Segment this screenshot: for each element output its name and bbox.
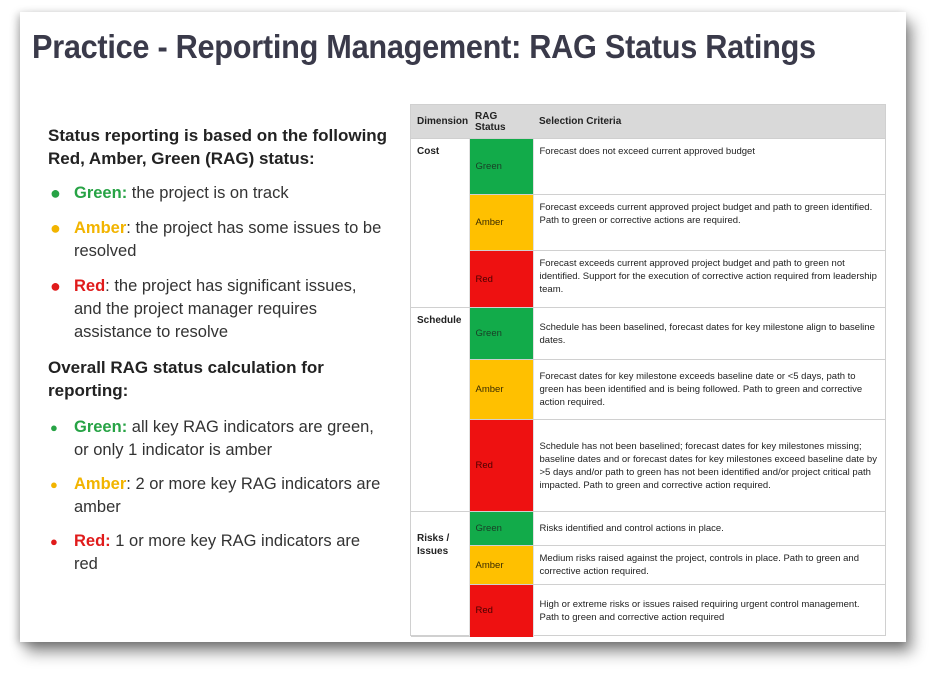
dimension-cell: Schedule — [411, 307, 470, 512]
bullet-dot-icon: ● — [50, 276, 61, 296]
bullet-separator: : — [126, 219, 131, 237]
intro-text: Status reporting is based on the followi… — [48, 126, 388, 168]
left-panel: Status reporting is based on the followi… — [48, 124, 388, 587]
bullet-separator: : — [105, 532, 111, 550]
table-row: Amber Forecast exceeds current approved … — [411, 194, 885, 251]
header-rag-status: RAG Status — [469, 105, 533, 139]
rag-criteria-table: Dimension RAG Status Selection Criteria … — [410, 104, 886, 637]
overall-heading: Overall RAG status calculation for repor… — [48, 358, 324, 400]
bullet-text: the project is on track — [127, 184, 289, 202]
status-cell-amber: Amber — [469, 545, 533, 585]
table-header-row: Dimension RAG Status Selection Criteria — [411, 105, 885, 139]
status-cell-green: Green — [469, 511, 533, 546]
status-bullet-amber: ● Amber: the project has some issues to … — [48, 217, 388, 263]
dimension-cell: Risks / Issues — [411, 511, 470, 637]
overall-bullet-amber: ● Amber: 2 or more key RAG indicators ar… — [48, 473, 388, 519]
status-cell-red: Red — [469, 584, 533, 637]
criteria-cell: Forecast exceeds current approved projec… — [532, 250, 885, 308]
bullet-keyword: Amber — [74, 219, 127, 237]
bullet-dot-icon: ● — [50, 477, 58, 492]
bullet-keyword: Amber — [74, 475, 127, 493]
criteria-cell: Schedule has not been baselined; forecas… — [532, 419, 885, 512]
overall-bullet-list: ● Green: all key RAG indicators are gree… — [48, 416, 388, 576]
table-row: Schedule Green Schedule has been baselin… — [411, 307, 885, 512]
slide-title: Practice - Reporting Management: RAG Sta… — [32, 28, 816, 65]
status-bullet-list: ● Green: the project is on track ● Amber… — [48, 182, 388, 344]
criteria-cell: High or extreme risks or issues raised r… — [532, 584, 885, 637]
bullet-keyword: Red — [74, 277, 106, 295]
table-row: Red Schedule has not been baselined; for… — [411, 419, 885, 512]
bullet-text: 2 or more key RAG indicators are amber — [74, 475, 381, 516]
bullet-separator: : — [121, 418, 128, 436]
status-cell-amber: Amber — [469, 194, 533, 251]
status-cell-red: Red — [469, 250, 533, 308]
bullet-keyword: Green — [74, 418, 122, 436]
bullet-dot-icon: ● — [50, 183, 61, 203]
status-cell-green: Green — [469, 307, 533, 360]
status-cell-red: Red — [469, 419, 533, 512]
table-row: Red High or extreme risks or issues rais… — [411, 584, 885, 637]
overall-bullet-red: ● Red: 1 or more key RAG indicators are … — [48, 530, 388, 576]
bullet-text: 1 or more key RAG indicators are red — [74, 532, 361, 573]
bullet-dot-icon: ● — [50, 218, 61, 238]
bullet-separator: : — [126, 475, 131, 493]
criteria-cell: Forecast exceeds current approved projec… — [532, 194, 885, 251]
bullet-separator: : — [105, 277, 110, 295]
criteria-cell: Forecast does not exceed current approve… — [532, 138, 885, 195]
bullet-text: all key RAG indicators are green, or onl… — [74, 418, 374, 459]
bullet-separator: : — [121, 184, 128, 202]
table-row: Red Forecast exceeds current approved pr… — [411, 250, 885, 308]
criteria-cell: Schedule has been baselined, forecast da… — [532, 307, 885, 360]
dimension-cell: Cost — [411, 138, 470, 308]
header-dimension: Dimension — [411, 105, 469, 139]
table-row: Amber Medium risks raised against the pr… — [411, 545, 885, 585]
table-row: Risks / Issues Green Risks identified an… — [411, 511, 885, 637]
status-bullet-green: ● Green: the project is on track — [48, 182, 388, 205]
bullet-dot-icon: ● — [50, 420, 58, 435]
bullet-keyword: Red — [74, 532, 106, 550]
status-bullet-red: ● Red: the project has significant issue… — [48, 275, 388, 344]
table-row: Amber Forecast dates for key milestone e… — [411, 359, 885, 420]
status-cell-green: Green — [469, 138, 533, 195]
table-row: Cost Green Forecast does not exceed curr… — [411, 138, 885, 308]
overall-bullet-green: ● Green: all key RAG indicators are gree… — [48, 416, 388, 462]
bullet-dot-icon: ● — [50, 534, 58, 549]
bullet-keyword: Green — [74, 184, 122, 202]
status-cell-amber: Amber — [469, 359, 533, 420]
bullet-text: the project has some issues to be resolv… — [74, 219, 382, 260]
header-selection-criteria: Selection Criteria — [533, 105, 885, 139]
criteria-cell: Medium risks raised against the project,… — [532, 545, 885, 585]
bullet-text: the project has significant issues, and … — [74, 277, 357, 341]
criteria-cell: Risks identified and control actions in … — [532, 511, 885, 546]
criteria-cell: Forecast dates for key milestone exceeds… — [532, 359, 885, 420]
slide: Practice - Reporting Management: RAG Sta… — [20, 12, 906, 642]
